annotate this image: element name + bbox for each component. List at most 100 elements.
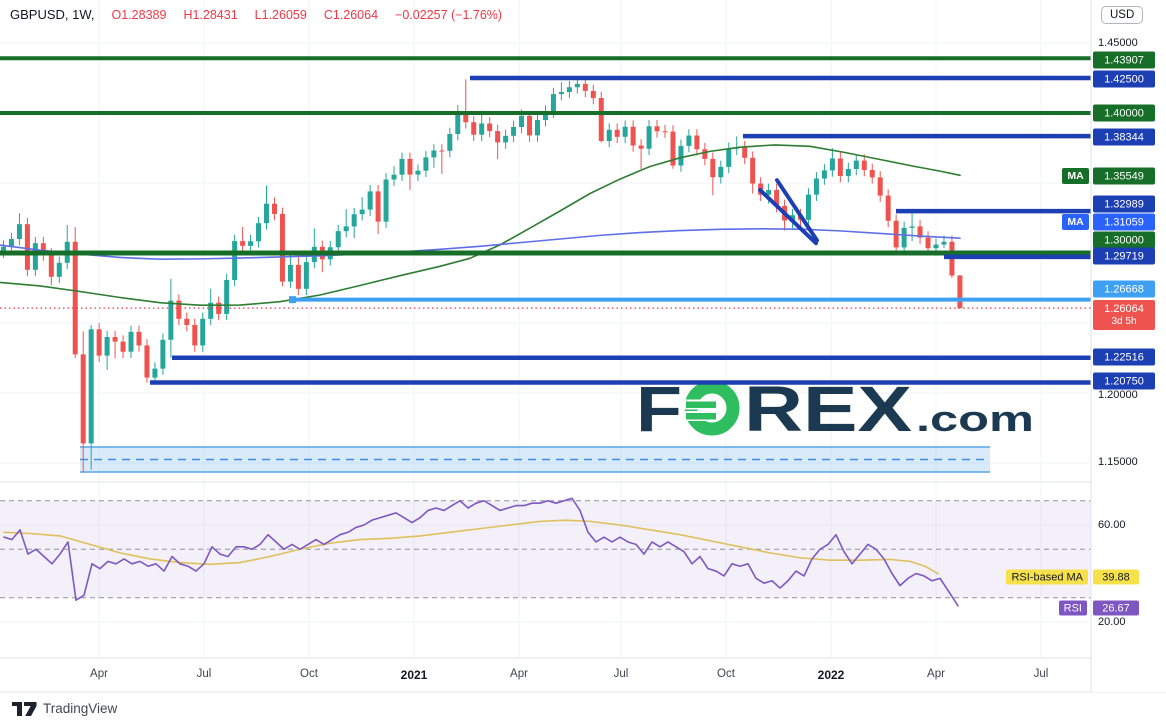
candle-body (40, 243, 46, 255)
time-scale-label: 2021 (400, 668, 428, 682)
candle-body (335, 231, 341, 248)
candle-body (96, 329, 102, 356)
candle-body (845, 169, 851, 176)
tradingview-logo[interactable]: TradingView (12, 701, 117, 716)
price-badge-1.32989: 1.32989 (1093, 195, 1155, 213)
candle-body (766, 190, 772, 195)
candle-body (232, 241, 238, 281)
watermark-dotcom: .com (916, 398, 1034, 439)
candle-body (407, 158, 413, 175)
candle-body (694, 135, 700, 150)
candle-body (614, 129, 620, 137)
candle-body (136, 331, 142, 346)
price-scale-label: 20.00 (1098, 616, 1126, 628)
candle-body (670, 131, 676, 166)
price-badge-1.40000: 1.40000 (1093, 104, 1155, 122)
legend-close: C1.26064 (323, 8, 379, 22)
candle-body (471, 122, 477, 135)
currency-toggle-button[interactable]: USD (1101, 6, 1144, 24)
candle-body (160, 339, 166, 369)
candle-body (877, 177, 883, 196)
candle-body (933, 244, 939, 249)
forex-watermark: F REX .com (636, 373, 1034, 445)
candle-body (24, 224, 30, 270)
candle-body (750, 157, 756, 184)
candle-body (431, 150, 437, 158)
candle-body (487, 123, 493, 132)
candle-body (495, 131, 501, 143)
symbol-legend: GBPUSD, 1W, O1.28389 H1.28431 L1.26059 C… (10, 7, 502, 22)
candle-body (686, 135, 692, 146)
candle-body (726, 148, 732, 167)
candle-body (200, 318, 206, 346)
trendline[interactable] (758, 188, 818, 246)
candle-body (925, 237, 931, 249)
candle-body (16, 224, 22, 239)
candle-body (295, 264, 301, 289)
candle-body (367, 191, 373, 210)
price-scale-label: 1.45000 (1098, 37, 1138, 49)
candle-body (678, 145, 684, 166)
level-line-handle[interactable] (289, 296, 296, 304)
candle-body (391, 174, 397, 180)
candle-body (279, 213, 285, 282)
candle-body (248, 241, 254, 246)
time-scale-label: Jul (1033, 668, 1049, 680)
candle-body (303, 262, 309, 289)
candle-body (853, 160, 859, 169)
candle-body (534, 120, 540, 136)
candle-body (821, 170, 827, 179)
candle-body (463, 111, 469, 123)
watermark-letters-rex: REX (744, 373, 912, 445)
candle-body (805, 194, 811, 220)
time-scale-label: 2022 (817, 668, 845, 682)
candle-body (638, 145, 644, 149)
candle-body (503, 135, 509, 143)
time-scale-label: Jul (196, 668, 212, 680)
candle-body (479, 123, 485, 135)
candle-body (264, 203, 270, 224)
candle-body (813, 178, 819, 195)
candle-body (511, 127, 517, 136)
legend-open: O1.28389 (111, 8, 167, 22)
time-scale-label: Apr (927, 668, 945, 680)
candle-body (718, 166, 724, 178)
tradingview-mark-icon (12, 701, 37, 716)
time-scale-label: Oct (300, 668, 318, 680)
candle-body (104, 337, 110, 356)
tradingview-label: TradingView (43, 701, 118, 716)
price-badge-1.26668: 1.26668 (1093, 280, 1155, 298)
candle-body (909, 226, 915, 228)
candle-body (120, 341, 126, 352)
candle-body (901, 227, 907, 248)
candle-body (287, 264, 293, 282)
indicator-value-39.88: 39.88 (1093, 569, 1139, 585)
price-scale-label: 1.20000 (1098, 389, 1138, 401)
ma-value-chip: MA (1062, 168, 1089, 184)
candle-body (184, 318, 190, 325)
candle-body (598, 98, 604, 141)
candle-body (224, 280, 230, 314)
candle-body (630, 126, 636, 146)
series-layer (0, 0, 1166, 693)
price-badge-1.31059: 1.31059 (1093, 213, 1155, 231)
candle-body (566, 87, 572, 92)
trendline[interactable] (775, 178, 819, 243)
watermark-o-bar (686, 413, 716, 420)
candle-body (80, 354, 86, 444)
candle-body (216, 302, 222, 314)
candle-body (542, 111, 548, 120)
time-scale-label: Apr (510, 668, 528, 680)
candle-body (710, 158, 716, 178)
candle-body (256, 223, 262, 242)
candle-body (351, 214, 357, 227)
price-badge-1.43907: 1.43907 (1093, 51, 1155, 69)
ma-value-chip: MA (1062, 214, 1089, 230)
candle-body (423, 157, 429, 171)
candle-body (32, 243, 38, 270)
candle-body (271, 203, 277, 214)
candle-body (861, 160, 867, 170)
candle-body (240, 241, 246, 246)
